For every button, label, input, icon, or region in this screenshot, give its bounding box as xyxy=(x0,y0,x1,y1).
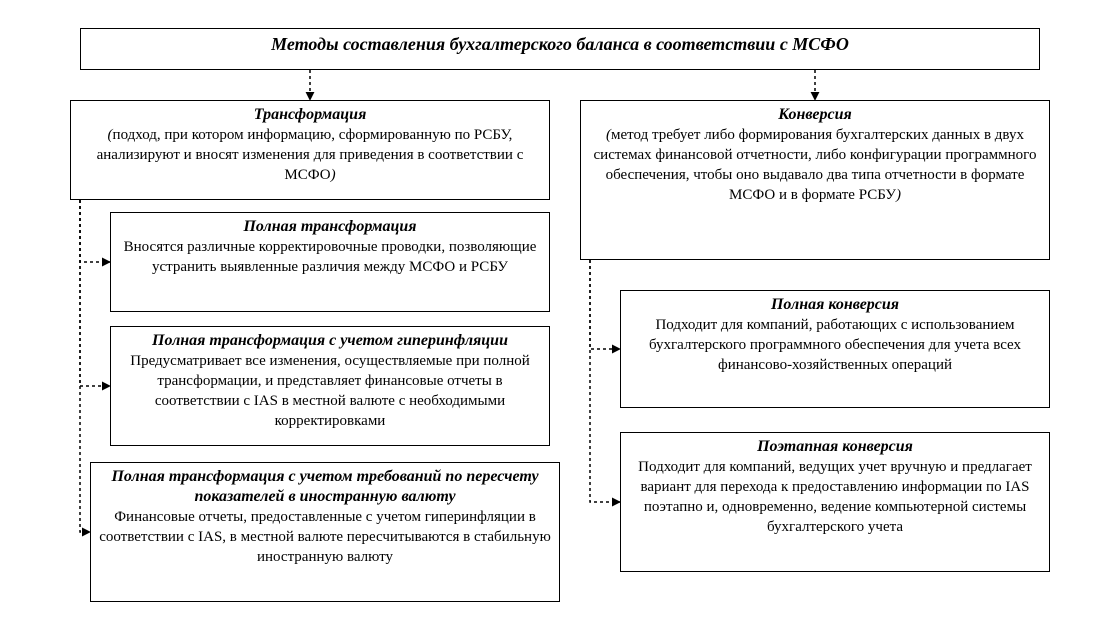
root-box: Методы составления бухгалтерского баланс… xyxy=(80,28,1040,70)
right-main-box: Конверсия (метод требует либо формирован… xyxy=(580,100,1050,260)
left-desc: подход, при котором информацию, сформиро… xyxy=(97,127,524,183)
left-child-0-body: Вносятся различные корректировочные пров… xyxy=(124,239,537,275)
right-child-0-box: Полная конверсия Подходит для компаний, … xyxy=(620,290,1050,408)
left-child-2-box: Полная трансформация с учетом требований… xyxy=(90,462,560,602)
left-main-box: Трансформация (подход, при котором инфор… xyxy=(70,100,550,200)
left-child-0-title: Полная трансформация xyxy=(243,218,416,235)
right-child-0-title: Полная конверсия xyxy=(771,296,899,313)
diagram-canvas: Методы составления бухгалтерского баланс… xyxy=(0,0,1119,635)
right-child-1-title: Поэтапная конверсия xyxy=(757,438,913,455)
left-child-1-box: Полная трансформация с учетом гиперинфля… xyxy=(110,326,550,446)
right-title: Конверсия xyxy=(778,106,851,123)
left-child-2-title: Полная трансформация с учетом требований… xyxy=(111,468,538,505)
left-child-1-body: Предусматривает все изменения, осуществл… xyxy=(130,353,530,429)
left-child-2-body: Финансовые отчеты, предоставленные с уче… xyxy=(99,509,551,565)
root-title: Методы составления бухгалтерского баланс… xyxy=(271,34,849,54)
right-child-1-body: Подходит для компаний, ведущих учет вруч… xyxy=(638,459,1032,535)
right-desc: метод требует либо формирования бухгалте… xyxy=(594,127,1037,203)
right-paren-close: ) xyxy=(896,187,901,203)
left-paren-close: ) xyxy=(331,167,336,183)
left-title: Трансформация xyxy=(254,106,367,123)
left-child-1-title: Полная трансформация с учетом гиперинфля… xyxy=(152,332,508,349)
right-child-1-box: Поэтапная конверсия Подходит для компани… xyxy=(620,432,1050,572)
left-child-0-box: Полная трансформация Вносятся различные … xyxy=(110,212,550,312)
right-child-0-body: Подходит для компаний, работающих с испо… xyxy=(649,317,1021,373)
